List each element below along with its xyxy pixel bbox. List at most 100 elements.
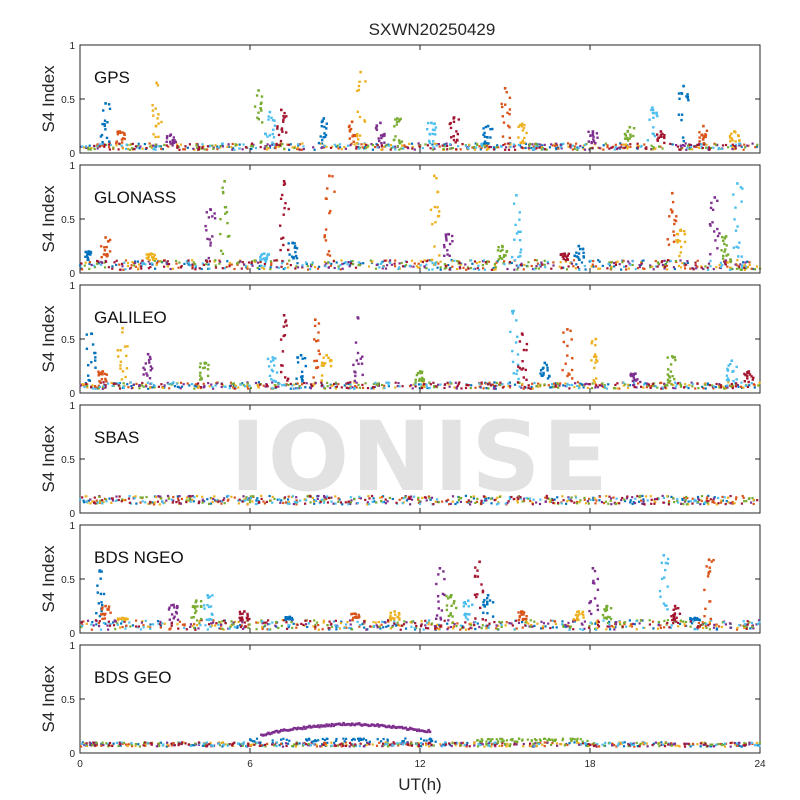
scatter-point (288, 148, 291, 151)
scatter-point (273, 744, 276, 747)
burst-point (315, 359, 318, 362)
scatter-point (626, 495, 629, 498)
scatter-point (746, 265, 749, 269)
scatter-point (618, 387, 621, 390)
burst-point (279, 248, 282, 252)
scatter-point (706, 501, 709, 504)
scatter-point (337, 500, 340, 503)
burst-point (221, 252, 225, 255)
scatter-point (741, 266, 744, 269)
burst-point (272, 136, 276, 139)
burst-point (85, 333, 88, 336)
burst-point (716, 227, 719, 231)
scatter-point (176, 143, 179, 146)
scatter-point (667, 503, 670, 506)
scatter-point (680, 502, 683, 505)
burst-point (546, 366, 549, 369)
scatter-point (371, 743, 374, 746)
scatter-point (750, 621, 754, 624)
scatter-point (633, 745, 636, 748)
burst-point (89, 253, 92, 256)
scatter-point (298, 386, 301, 390)
scatter-point (261, 620, 264, 623)
scatter-point (496, 741, 499, 744)
scatter-point (311, 263, 314, 266)
scatter-point (470, 259, 473, 262)
burst-point (121, 370, 125, 373)
scatter-point (696, 143, 699, 146)
burst-point (737, 246, 740, 249)
burst-point (206, 237, 209, 241)
scatter-point (622, 381, 625, 384)
scatter-point (590, 265, 593, 268)
burst-point (374, 126, 378, 130)
scatter-point (738, 624, 741, 627)
panel-label: GPS (94, 68, 130, 87)
scatter-point (699, 499, 702, 502)
scatter-point (641, 742, 644, 745)
scatter-point (425, 383, 428, 386)
burst-point (488, 599, 492, 602)
burst-point (282, 236, 285, 239)
burst-point (94, 359, 97, 362)
scatter-point (228, 265, 231, 268)
burst-point (476, 593, 479, 596)
scatter-point (413, 626, 416, 630)
scatter-point (679, 266, 683, 269)
scatter-point (697, 621, 700, 625)
scatter-point (687, 500, 690, 503)
scatter-point (420, 620, 423, 623)
burst-point (255, 94, 259, 97)
scatter-point (312, 146, 315, 149)
scatter-point (415, 265, 418, 268)
scatter-point (508, 622, 511, 625)
scatter-point (434, 263, 437, 266)
scatter-point (111, 265, 114, 268)
scatter-point (570, 500, 573, 503)
scatter-point (328, 620, 331, 623)
scatter-point (708, 622, 711, 625)
scatter-point (198, 145, 201, 149)
burst-point (491, 615, 495, 618)
scatter-point (428, 496, 431, 500)
scatter-point (419, 260, 422, 263)
scatter-point (176, 495, 179, 498)
burst-point (259, 107, 262, 110)
scatter-point (287, 495, 290, 498)
burst-point (562, 331, 565, 334)
scatter-point (589, 498, 592, 501)
axes-box (79, 284, 761, 394)
scatter-point (103, 144, 106, 147)
scatter-point (349, 623, 352, 626)
scatter-point (396, 144, 399, 148)
scatter-point (485, 148, 489, 151)
scatter-point (239, 744, 243, 748)
burst-point (673, 618, 676, 622)
scatter-point (704, 622, 707, 625)
scatter-point (131, 624, 134, 627)
burst-point (106, 254, 109, 257)
burst-point (115, 140, 118, 143)
burst-point (259, 254, 263, 257)
scatter-point (606, 621, 610, 625)
scatter-point (94, 385, 97, 388)
scatter-point (586, 386, 590, 389)
scatter-point (211, 144, 214, 147)
scatter-point (551, 626, 554, 629)
scatter-point (751, 142, 754, 145)
burst-point (285, 131, 288, 134)
scatter-point (220, 385, 223, 389)
scatter-point (330, 500, 333, 503)
scatter-point (168, 628, 171, 631)
scatter-point (202, 500, 205, 503)
burst-point (632, 374, 635, 378)
burst-point (291, 618, 294, 621)
burst-point (286, 616, 290, 619)
scatter-point (632, 501, 635, 504)
burst-point (452, 135, 455, 138)
scatter-point (89, 743, 92, 746)
scatter-point (543, 741, 546, 744)
scatter-point (437, 501, 440, 504)
scatter-point (147, 502, 150, 505)
scatter-point (282, 501, 285, 505)
